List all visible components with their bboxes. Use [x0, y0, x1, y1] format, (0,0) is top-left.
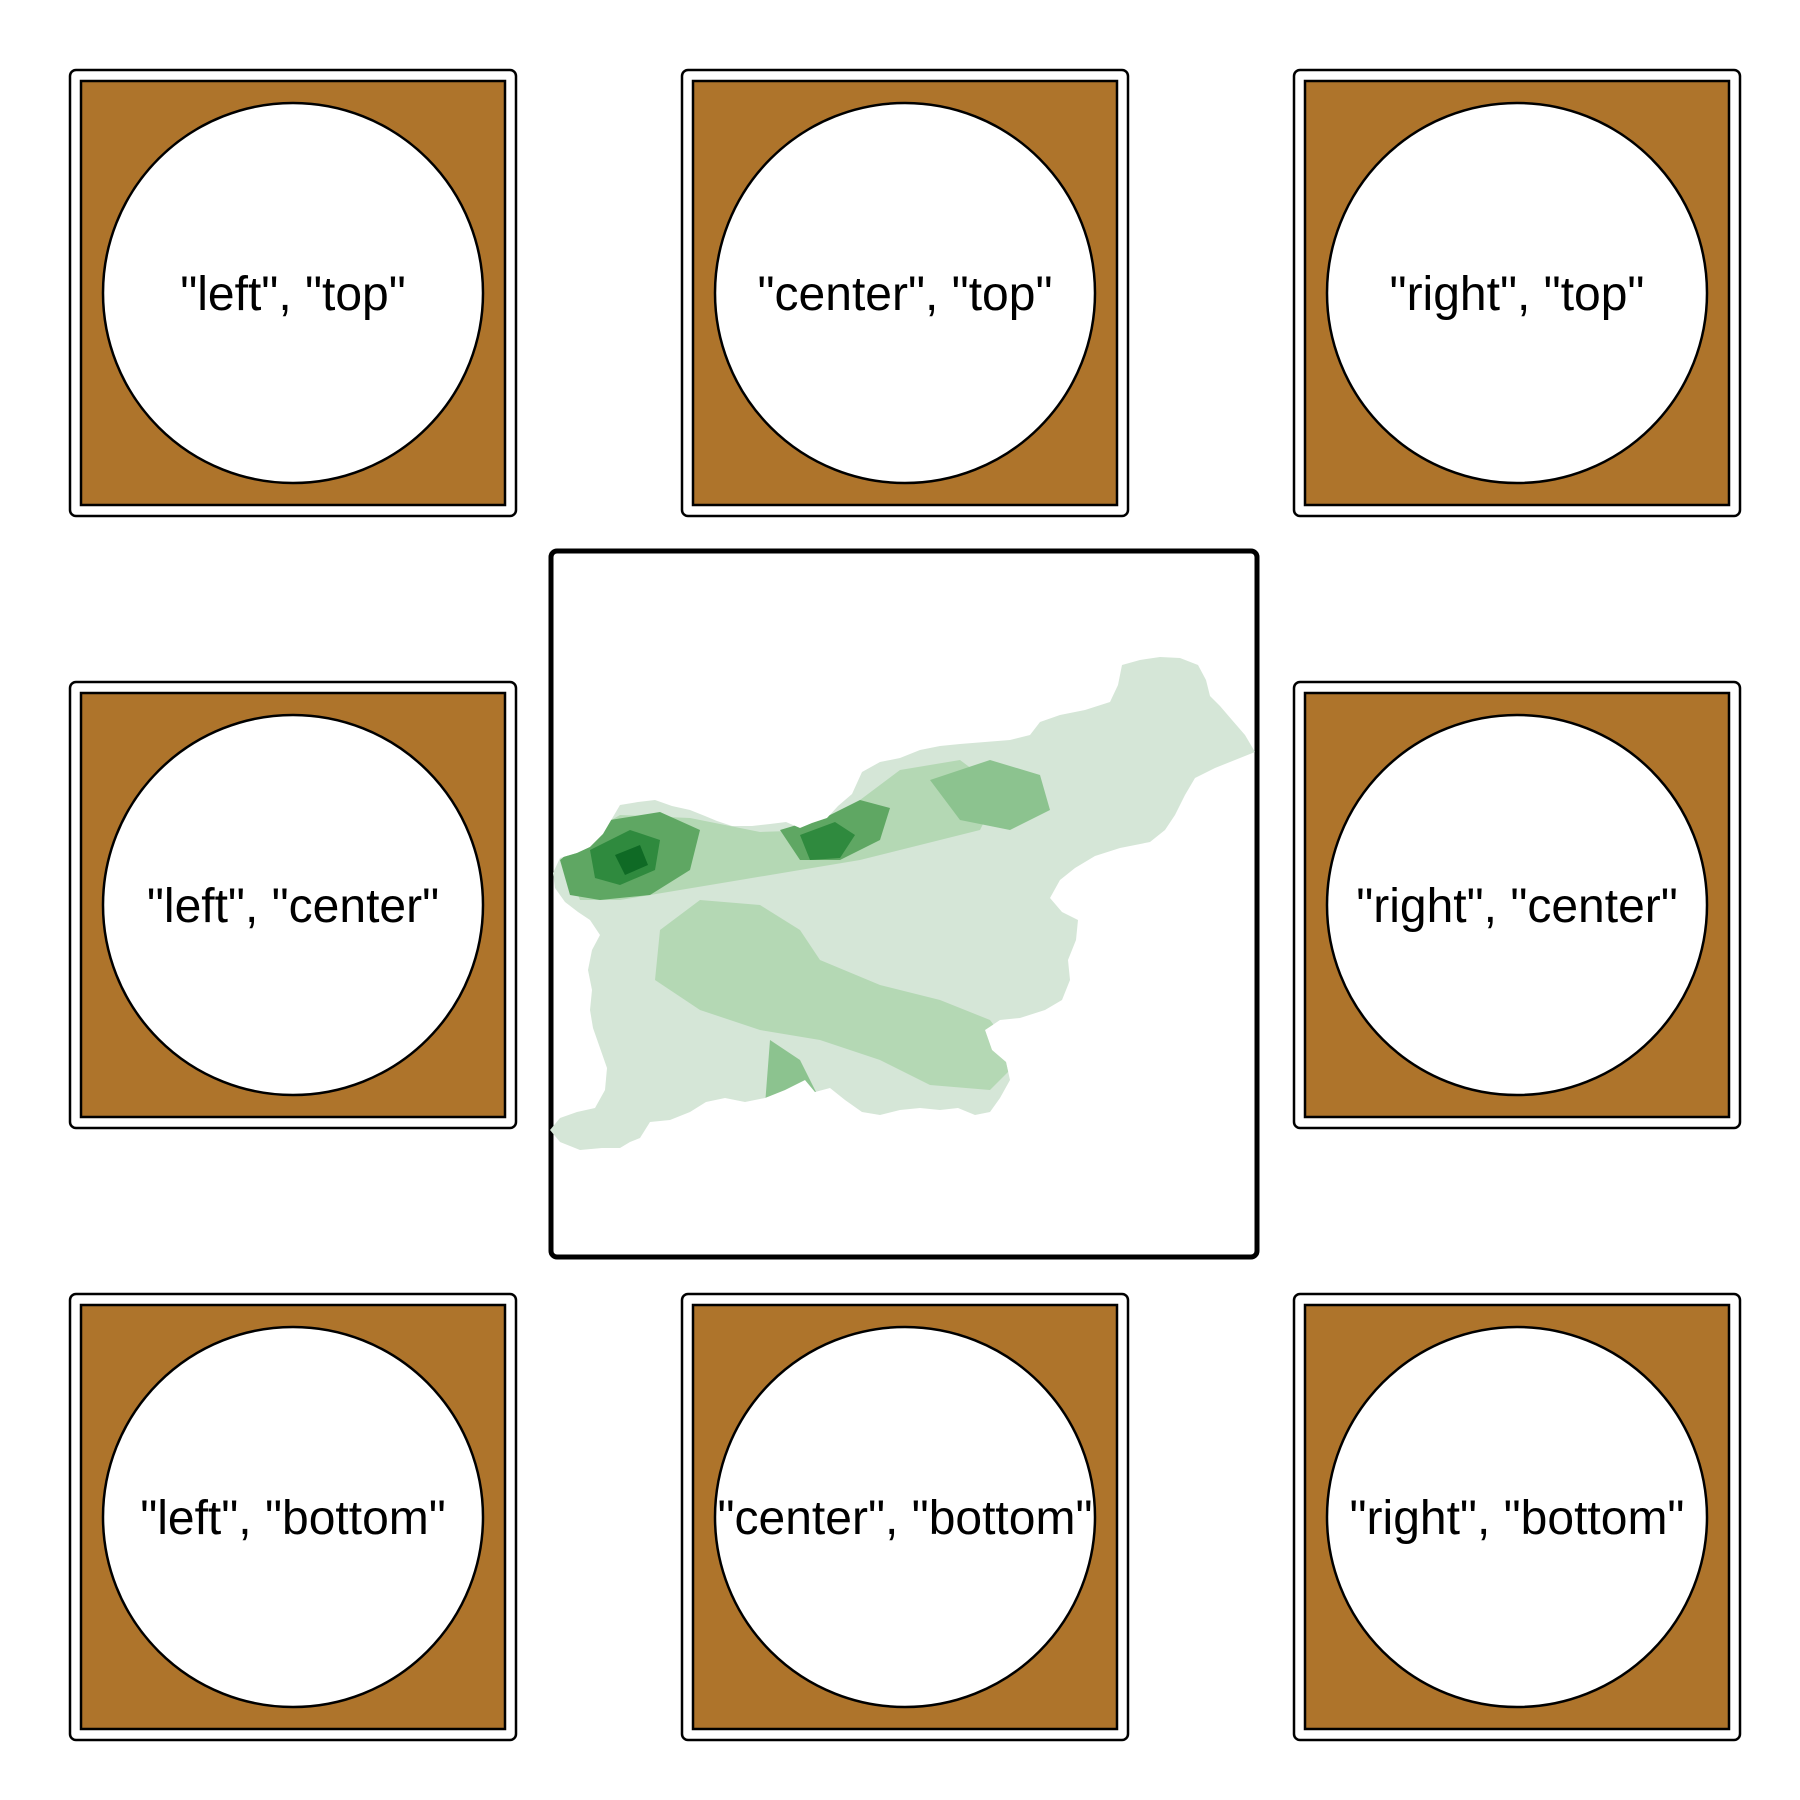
- position-label: "right", "top": [1390, 268, 1645, 321]
- position-label: "right", "center": [1356, 880, 1678, 933]
- inset-panel-center-top: "center", "top": [680, 68, 1130, 518]
- position-label: "center", "top": [758, 268, 1053, 321]
- inset-panel-right-bottom: "right", "bottom": [1292, 1292, 1742, 1742]
- position-label: "left", "top": [180, 268, 406, 321]
- inset-circle: [1325, 713, 1709, 1097]
- inset-panel-right-center: "right", "center": [1292, 680, 1742, 1130]
- inset-panels: "left", "top" "center", "top" "right", "to…: [68, 68, 1742, 1742]
- inset-panel-center-bottom: "center", "bottom": [680, 1292, 1130, 1742]
- inset-circle: [1325, 1325, 1709, 1709]
- inset-circle: [101, 101, 485, 485]
- position-label: "left", "bottom": [140, 1492, 446, 1545]
- high-mountain-zone-north: [800, 822, 855, 860]
- inset-panel-left-bottom: "left", "bottom": [68, 1292, 518, 1742]
- peak-zone: [615, 845, 648, 875]
- upland-zone-east: [930, 760, 1050, 830]
- position-label: "left", "center": [147, 880, 439, 933]
- hill-zone-south: [655, 900, 1020, 1090]
- inset-circle: [713, 1325, 1097, 1709]
- inset-circle: [713, 101, 1097, 485]
- inset-circle: [101, 1325, 485, 1709]
- inset-panel-right-top: "right", "top": [1292, 68, 1742, 518]
- inset-panel-left-center: "left", "center": [68, 680, 518, 1130]
- inset-panel-left-top: "left", "top": [68, 68, 518, 518]
- position-label: "center", "bottom": [718, 1492, 1093, 1545]
- position-label: "right", "bottom": [1350, 1492, 1685, 1545]
- inset-circle: [1325, 101, 1709, 485]
- inset-circle: [101, 713, 485, 1097]
